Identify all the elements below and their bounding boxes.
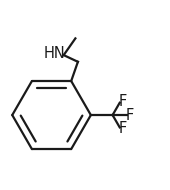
Text: F: F xyxy=(119,121,127,136)
Text: F: F xyxy=(119,94,127,109)
Text: F: F xyxy=(126,108,134,123)
Text: HN: HN xyxy=(44,46,65,61)
